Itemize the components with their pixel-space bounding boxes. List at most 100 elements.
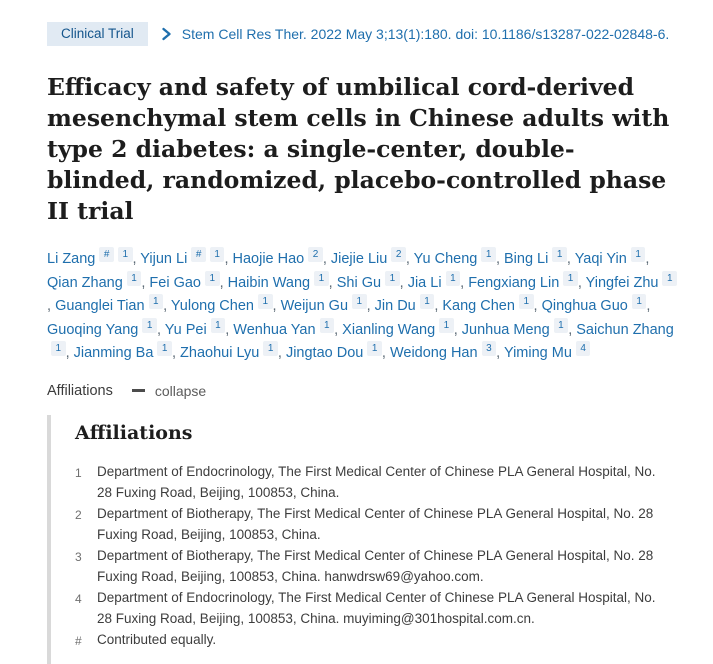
author-link[interactable]: Bing Li	[504, 251, 549, 267]
author-link[interactable]: Weidong Han	[389, 345, 478, 361]
author-separator: ,	[171, 345, 181, 361]
author-affiliation-superscript[interactable]: 1	[126, 270, 142, 286]
author-link[interactable]: Jianming Ba	[73, 345, 154, 361]
affiliation-text: Department of Endocrinology, The First M…	[97, 463, 656, 500]
author-link[interactable]: Yijun Li	[140, 251, 188, 267]
author-affiliation-superscript[interactable]: 1	[385, 270, 400, 286]
affiliations-toggle[interactable]: Affiliations collapse	[47, 383, 206, 399]
author-affiliation-superscript[interactable]: 1	[419, 294, 435, 309]
author-affiliation-superscript[interactable]: 1	[367, 341, 382, 356]
author-affiliation-superscript[interactable]: 1	[117, 247, 133, 262]
author-link[interactable]: Wenhua Yan	[233, 321, 316, 338]
author-affiliation-superscript[interactable]: 2	[391, 247, 406, 262]
author-separator: ,	[163, 298, 171, 314]
author-affiliation-superscript[interactable]: #	[191, 247, 206, 262]
author-affiliation-superscript[interactable]: 1	[518, 294, 534, 309]
author-affiliation-superscript[interactable]: #	[99, 247, 114, 262]
author-affiliation-superscript[interactable]: 1	[563, 270, 578, 286]
author-affiliation-superscript[interactable]: 1	[631, 294, 647, 309]
author-affiliation-superscript[interactable]: 1	[630, 247, 646, 262]
author-link[interactable]: Guoqing Yang	[47, 321, 139, 338]
author-affiliation-superscript[interactable]: 1	[319, 317, 335, 333]
author-affiliation-superscript[interactable]: 1	[209, 247, 225, 262]
affiliation-text: Department of Endocrinology, The First M…	[97, 589, 656, 626]
author-separator: ,	[322, 251, 331, 267]
author-affiliation-superscript[interactable]: 2	[308, 247, 323, 262]
affiliation-marker: 3	[75, 549, 82, 564]
author-separator: ,	[277, 345, 286, 361]
author-separator: ,	[646, 298, 651, 314]
author-affiliation-superscript[interactable]: 1	[257, 294, 273, 309]
author-link[interactable]: Jin Du	[374, 298, 416, 314]
author-link[interactable]: Saichun Zhang	[576, 321, 674, 338]
author-affiliation-superscript[interactable]: 1	[439, 317, 454, 333]
author-link[interactable]: Yaqi Yin	[574, 251, 627, 267]
affiliation-text: Department of Biotherapy, The First Medi…	[97, 547, 654, 584]
author-affiliation-superscript[interactable]: 1	[51, 341, 66, 356]
author-link[interactable]: Li Zang	[47, 251, 96, 267]
author-affiliation-superscript[interactable]: 3	[481, 341, 497, 356]
author-link[interactable]: Fengxiang Lin	[468, 274, 560, 291]
author-link[interactable]: Shi Gu	[336, 274, 382, 291]
author-link[interactable]: Qinghua Guo	[541, 298, 628, 314]
author-link[interactable]: Xianling Wang	[342, 321, 436, 338]
author-separator: ,	[65, 345, 74, 361]
author-link[interactable]: Weijun Gu	[280, 298, 349, 314]
author-separator: ,	[328, 274, 337, 291]
affiliations-list: 1 Department of Endocrinology, The First …	[75, 461, 680, 652]
author-affiliation-superscript[interactable]: 1	[481, 247, 496, 262]
author-affiliation-superscript[interactable]: 1	[205, 270, 220, 286]
affiliation-item: 1 Department of Endocrinology, The First …	[75, 461, 680, 503]
author-separator: ,	[453, 321, 462, 338]
author-affiliation-superscript[interactable]: 1	[148, 294, 164, 309]
author-link[interactable]: Guanglei Tian	[55, 298, 145, 314]
author-link[interactable]: Yiming Mu	[503, 345, 572, 361]
author-link[interactable]: Fei Gao	[149, 274, 201, 291]
author-link[interactable]: Kang Chen	[442, 298, 515, 314]
affiliations-section: Affiliations 1 Department of Endocrinolog…	[47, 414, 680, 664]
affiliations-heading: Affiliations	[75, 421, 193, 444]
author-separator: ,	[272, 298, 281, 314]
author-affiliation-superscript[interactable]: 1	[142, 317, 157, 333]
author-separator: ,	[366, 298, 375, 314]
minus-icon	[131, 389, 145, 392]
author-link[interactable]: Jiejie Liu	[330, 251, 388, 267]
author-affiliation-superscript[interactable]: 4	[575, 341, 591, 356]
author-affiliation-superscript[interactable]: 1	[445, 270, 461, 286]
author-separator: ,	[225, 321, 234, 338]
author-separator: ,	[381, 345, 390, 361]
affiliation-marker: 4	[75, 591, 82, 606]
collapse-label: collapse	[154, 382, 207, 399]
author-link[interactable]: Haojie Hao	[232, 251, 305, 267]
author-link[interactable]: Haibin Wang	[227, 274, 311, 291]
author-link[interactable]: Yu Pei	[164, 321, 207, 338]
author-separator: ,	[47, 298, 56, 314]
author-link[interactable]: Yulong Chen	[170, 298, 254, 314]
author-affiliation-superscript[interactable]: 1	[552, 247, 567, 262]
affiliation-marker: 1	[75, 465, 82, 480]
publication-type-badge[interactable]: Clinical Trial	[47, 22, 148, 46]
affiliation-item: 2 Department of Biotherapy, The First Med…	[75, 503, 680, 545]
author-affiliation-superscript[interactable]: 1	[210, 317, 226, 333]
author-link[interactable]: Qian Zhang	[47, 274, 123, 291]
author-link[interactable]: Zhaohui Lyu	[180, 345, 260, 361]
author-affiliation-superscript[interactable]: 1	[263, 341, 278, 356]
author-link[interactable]: Junhua Meng	[461, 321, 550, 338]
author-affiliation-superscript[interactable]: 1	[553, 317, 569, 333]
author-link[interactable]: Jia Li	[407, 274, 442, 291]
author-separator: ,	[141, 274, 150, 291]
article-title: Efficacy and safety of umbilical cord-de…	[47, 73, 670, 225]
author-separator: ,	[219, 274, 228, 291]
author-affiliation-superscript[interactable]: 1	[352, 294, 367, 309]
author-separator: ,	[434, 298, 443, 314]
author-link[interactable]: Yingfei Zhu	[585, 274, 659, 291]
author-affiliation-superscript[interactable]: 1	[157, 341, 172, 356]
journal-citation-link[interactable]: Stem Cell Res Ther. 2022 May 3;13(1):180…	[181, 26, 670, 42]
author-affiliation-superscript[interactable]: 1	[314, 270, 329, 286]
authors-list: Li Zang #1, Yijun Li #1, Haojie Hao 2, Jiej…	[47, 247, 680, 366]
author-link[interactable]: Yu Cheng	[413, 251, 478, 267]
author-separator: ,	[132, 251, 141, 267]
author-affiliation-superscript[interactable]: 1	[662, 270, 678, 286]
author-link[interactable]: Jingtao Dou	[285, 345, 364, 361]
